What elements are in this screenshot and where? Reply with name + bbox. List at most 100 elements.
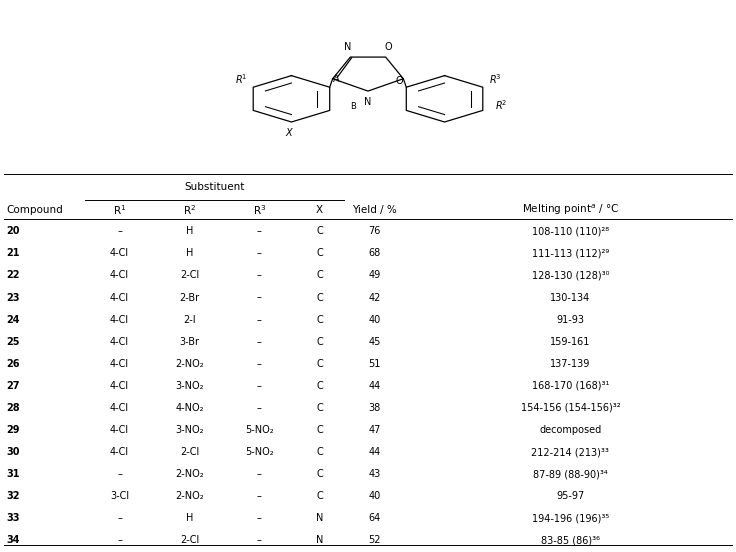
Text: C: C [316, 270, 323, 280]
Text: 2-NO₂: 2-NO₂ [175, 491, 204, 501]
Text: 4-Cl: 4-Cl [110, 403, 129, 413]
Text: 21: 21 [7, 248, 20, 258]
Text: C: C [316, 381, 323, 391]
Text: 28: 28 [7, 403, 21, 413]
Text: 32: 32 [7, 491, 20, 501]
Text: –: – [117, 226, 122, 236]
Text: N: N [316, 513, 323, 523]
Text: 31: 31 [7, 469, 20, 479]
Text: 22: 22 [7, 270, 20, 280]
Text: 27: 27 [7, 381, 20, 391]
Text: 130-134: 130-134 [551, 293, 590, 302]
Text: R$^3$: R$^3$ [252, 203, 266, 216]
Text: R$^3$: R$^3$ [489, 72, 501, 86]
Text: 137-139: 137-139 [551, 359, 590, 369]
Text: –: – [257, 535, 262, 545]
Text: X: X [285, 128, 292, 138]
Text: Compound: Compound [7, 205, 63, 215]
Text: R$^1$: R$^1$ [113, 203, 127, 216]
Text: 40: 40 [369, 491, 381, 501]
Text: –: – [117, 535, 122, 545]
Text: –: – [257, 315, 262, 325]
Text: C: C [316, 359, 323, 369]
Text: 2-Cl: 2-Cl [180, 270, 199, 280]
Text: N: N [344, 43, 351, 52]
Text: –: – [257, 293, 262, 302]
Text: H: H [185, 513, 194, 523]
Text: 2-Cl: 2-Cl [180, 535, 199, 545]
Text: C: C [316, 248, 323, 258]
Text: C: C [316, 447, 323, 457]
Text: –: – [117, 513, 122, 523]
Text: 38: 38 [369, 403, 381, 413]
Text: decomposed: decomposed [539, 425, 601, 435]
Text: –: – [257, 491, 262, 501]
Text: R$^2$: R$^2$ [183, 203, 196, 216]
Text: 34: 34 [7, 535, 20, 545]
Text: N: N [316, 535, 323, 545]
Text: Substituent: Substituent [184, 182, 245, 192]
Text: 2-NO₂: 2-NO₂ [175, 469, 204, 479]
Text: 24: 24 [7, 315, 20, 325]
Text: 29: 29 [7, 425, 20, 435]
Text: R$^1$: R$^1$ [235, 72, 247, 86]
Text: 20: 20 [7, 226, 20, 236]
Text: Yield / %: Yield / % [353, 205, 397, 215]
Text: C: C [316, 425, 323, 435]
Text: 4-Cl: 4-Cl [110, 359, 129, 369]
Text: –: – [257, 226, 262, 236]
Text: –: – [257, 403, 262, 413]
Text: 45: 45 [369, 337, 381, 347]
Text: 4-Cl: 4-Cl [110, 337, 129, 347]
Text: C: C [316, 337, 323, 347]
Text: 4-Cl: 4-Cl [110, 270, 129, 280]
Text: C: C [316, 315, 323, 325]
Text: 2-Cl: 2-Cl [180, 447, 199, 457]
Text: 91-93: 91-93 [556, 315, 584, 325]
Text: –: – [257, 469, 262, 479]
Text: –: – [117, 469, 122, 479]
Text: 47: 47 [369, 425, 381, 435]
Text: 30: 30 [7, 447, 20, 457]
Text: 23: 23 [7, 293, 20, 302]
Text: 4-NO₂: 4-NO₂ [175, 403, 204, 413]
Text: 4-Cl: 4-Cl [110, 248, 129, 258]
Text: 68: 68 [369, 248, 381, 258]
Text: 40: 40 [369, 315, 381, 325]
Text: 4-Cl: 4-Cl [110, 381, 129, 391]
Text: C: C [316, 403, 323, 413]
Text: 44: 44 [369, 447, 381, 457]
Text: 212-214 (213)³³: 212-214 (213)³³ [531, 447, 609, 457]
Text: 25: 25 [7, 337, 20, 347]
Text: Melting point$^a$ / °C: Melting point$^a$ / °C [522, 203, 619, 217]
Text: 95-97: 95-97 [556, 491, 584, 501]
Text: 33: 33 [7, 513, 20, 523]
Text: 3-Cl: 3-Cl [110, 491, 129, 501]
Text: –: – [257, 248, 262, 258]
Text: 5-NO₂: 5-NO₂ [245, 425, 274, 435]
Text: 128-130 (128)³⁰: 128-130 (128)³⁰ [531, 270, 609, 280]
Text: C: C [316, 491, 323, 501]
Text: 49: 49 [369, 270, 381, 280]
Text: 76: 76 [369, 226, 381, 236]
Text: –: – [257, 513, 262, 523]
Text: 3-NO₂: 3-NO₂ [175, 381, 204, 391]
Text: H: H [185, 226, 194, 236]
Text: C: C [316, 226, 323, 236]
Text: 4-Cl: 4-Cl [110, 447, 129, 457]
Text: 83-85 (86)³⁶: 83-85 (86)³⁶ [541, 535, 600, 545]
Text: 4-Cl: 4-Cl [110, 425, 129, 435]
Text: O: O [385, 43, 392, 52]
Text: 194-196 (196)³⁵: 194-196 (196)³⁵ [532, 513, 609, 523]
Text: –: – [257, 381, 262, 391]
Text: 64: 64 [369, 513, 381, 523]
Text: C: C [316, 469, 323, 479]
Text: 2-I: 2-I [183, 315, 196, 325]
Text: 111-113 (112)²⁹: 111-113 (112)²⁹ [532, 248, 609, 258]
Text: –: – [257, 337, 262, 347]
Text: 159-161: 159-161 [551, 337, 590, 347]
Text: O: O [396, 76, 403, 86]
Text: –: – [257, 359, 262, 369]
Text: 3-Br: 3-Br [180, 337, 199, 347]
Text: 42: 42 [369, 293, 381, 302]
